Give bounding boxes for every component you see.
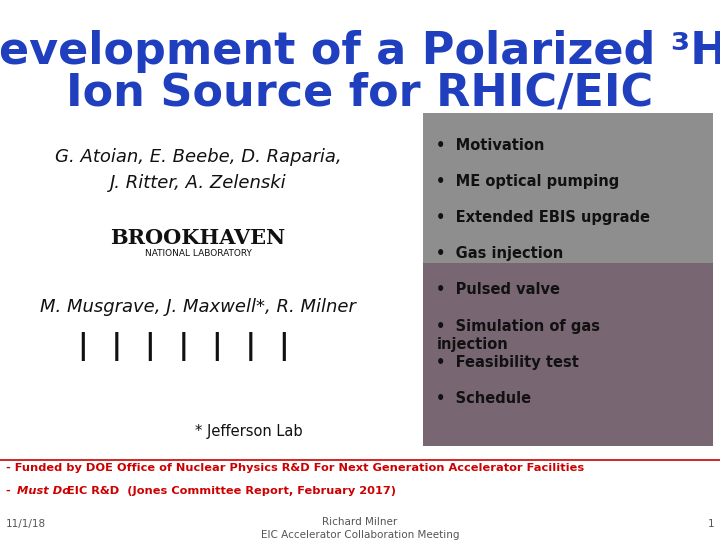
Text: - Funded by DOE Office of Nuclear Physics R&D For Next Generation Accelerator Fa: - Funded by DOE Office of Nuclear Physic…: [6, 463, 584, 473]
Text: 11/1/18: 11/1/18: [6, 519, 46, 530]
Text: Richard Milner: Richard Milner: [323, 517, 397, 528]
Text: Must Do: Must Do: [17, 486, 70, 496]
Text: •  Gas injection: • Gas injection: [436, 246, 564, 261]
Text: •  Motivation: • Motivation: [436, 138, 545, 153]
Text: •  ME optical pumping: • ME optical pumping: [436, 174, 620, 189]
Text: •  Simulation of gas
injection: • Simulation of gas injection: [436, 319, 600, 352]
Text: | | | | | | |: | | | | | | |: [75, 332, 292, 361]
Text: G. Atoian, E. Beebe, D. Raparia,
J. Ritter, A. Zelenski: G. Atoian, E. Beebe, D. Raparia, J. Ritt…: [55, 148, 341, 192]
Text: NATIONAL LABORATORY: NATIONAL LABORATORY: [145, 249, 251, 259]
Bar: [423, 113, 713, 446]
Text: -: -: [6, 486, 14, 496]
Bar: [423, 113, 713, 263]
Text: •  Schedule: • Schedule: [436, 391, 531, 406]
Text: BROOKHAVEN: BROOKHAVEN: [110, 228, 286, 248]
Text: •  Pulsed valve: • Pulsed valve: [436, 282, 560, 298]
Bar: [423, 263, 713, 446]
Text: 1: 1: [708, 519, 714, 530]
Text: •  Feasibility test: • Feasibility test: [436, 355, 579, 370]
Text: •  Extended EBIS upgrade: • Extended EBIS upgrade: [436, 210, 650, 225]
Text: M. Musgrave, J. Maxwell*, R. Milner: M. Musgrave, J. Maxwell*, R. Milner: [40, 298, 356, 316]
Text: Ion Source for RHIC/EIC: Ion Source for RHIC/EIC: [66, 71, 654, 114]
Text: * Jefferson Lab: * Jefferson Lab: [195, 424, 302, 439]
Text: Development of a Polarized ³He: Development of a Polarized ³He: [0, 30, 720, 73]
Text: EIC R&D  (Jones Committee Report, February 2017): EIC R&D (Jones Committee Report, Februar…: [63, 486, 396, 496]
Text: EIC Accelerator Collaboration Meeting: EIC Accelerator Collaboration Meeting: [261, 530, 459, 540]
